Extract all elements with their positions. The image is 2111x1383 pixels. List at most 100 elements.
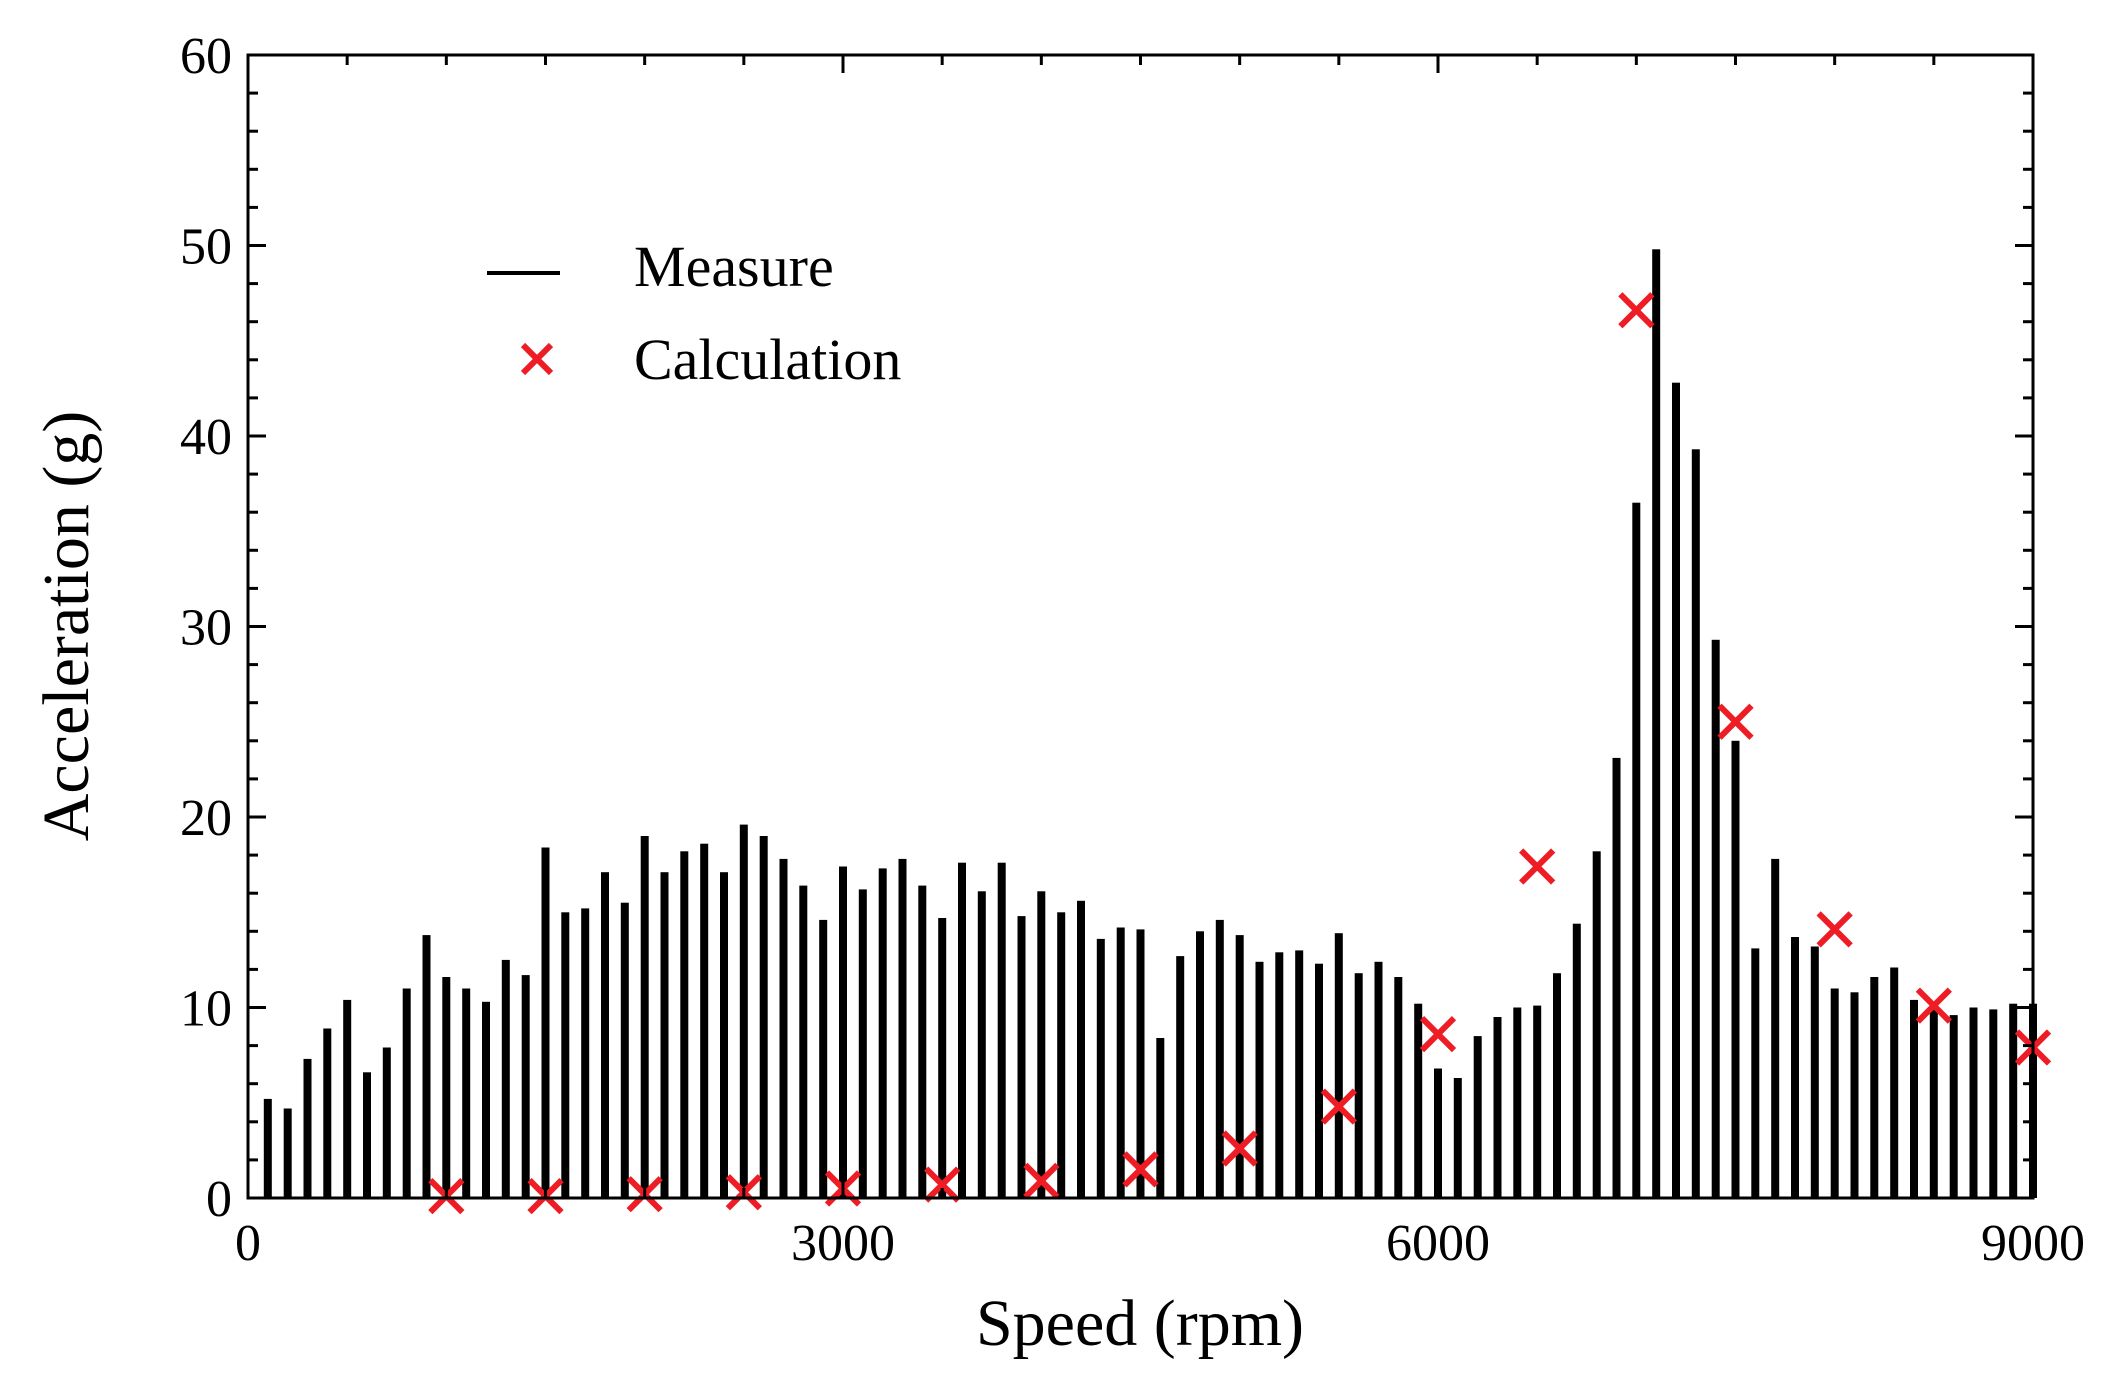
legend-calculation-label: Calculation [634,327,901,392]
y-axis-title: Acceleration (g) [30,411,103,842]
measure-bar [1235,935,1244,1198]
y-tick-label: 50 [180,219,232,276]
measure-bar [323,1028,332,1198]
measure-bar [442,977,451,1198]
measure-bar [1572,923,1581,1198]
measure-bar [1949,1015,1958,1198]
calculation-markers [428,292,2052,1215]
measure-bar [1890,967,1899,1198]
measure-bar [680,851,689,1198]
measure-bar [839,866,847,1198]
measure-bar [1156,1038,1165,1198]
measure-bar [382,1047,391,1198]
measure-bar [739,824,748,1198]
measure-bar [1533,1005,1542,1198]
measure-bar [1037,891,1046,1198]
measure-bar [1215,919,1224,1198]
axis-ticks [246,53,2035,1200]
measure-bar [1592,851,1601,1198]
measure-bar [422,935,431,1198]
measure-bar [482,1001,490,1198]
measure-bar [1017,916,1026,1198]
measure-bar [1553,973,1561,1198]
legend-calculation-swatch [520,342,554,376]
measure-bar [700,843,709,1198]
measure-bar [1315,963,1323,1198]
measure-bar [363,1072,371,1198]
measure-bar [1870,977,1879,1198]
measure-bar [2009,1003,2018,1198]
measure-bar [1791,937,1799,1198]
measure-bar [1612,757,1621,1198]
measure-bar [343,999,352,1198]
measure-bar [1969,1007,1978,1198]
measure-bar [1850,992,1859,1198]
x-tick-label: 3000 [791,1215,895,1272]
measure-bar [1196,931,1204,1198]
calculation-marker [1419,1016,1457,1053]
calculation-marker [1023,1162,1060,1199]
measure-bar [1771,858,1780,1198]
measure-bar [1077,900,1085,1198]
measure-bar [1434,1068,1442,1198]
measure-bar [1354,973,1363,1198]
measure-bar [759,836,768,1198]
measure-bar [858,889,867,1198]
tick-labels: 0 3000 6000 9000 0 10 20 30 40 50 60 [180,28,2085,1272]
measure-bar [1176,956,1185,1198]
measure-bar [1513,1007,1522,1198]
measure-bar [1929,1005,1938,1198]
measure-bar [977,891,986,1198]
measure-bar [640,836,649,1198]
measure-bar [1711,639,1720,1198]
y-tick-label: 0 [206,1171,232,1228]
measure-bar [918,885,927,1198]
measure-bar [303,1058,312,1198]
measure-bar [1910,999,1918,1198]
calculation-marker [1122,1151,1159,1188]
calculation-marker [924,1166,961,1203]
measure-bar [819,919,828,1198]
measure-bar [601,872,609,1198]
measure-bar [1295,950,1304,1198]
measure-bar [620,902,629,1198]
calculation-marker [1816,911,1853,948]
measure-bar [1394,977,1403,1198]
measure-bar [799,885,808,1198]
measure-bar [402,988,411,1198]
measure-bar [779,858,788,1198]
y-tick-label: 10 [180,981,232,1038]
measure-bar [1136,929,1145,1198]
measure-bar [1751,948,1760,1198]
legend-measure-label: Measure [634,234,834,299]
measure-bar [1116,927,1125,1198]
measure-bar [1096,938,1105,1198]
measure-bar [1473,1036,1482,1198]
measure-bar [1830,988,1839,1198]
measure-bar [1810,946,1819,1198]
measure-bar [263,1098,272,1198]
calculation-marker [1915,987,1952,1024]
y-tick-label: 60 [180,28,232,85]
measure-bar [541,847,550,1198]
measure-bar [283,1108,292,1198]
measure-bar [1652,249,1661,1199]
measure-bar [958,862,966,1198]
calculation-marker [1221,1130,1258,1167]
measure-bar [1334,933,1343,1198]
calculation-marker [1717,703,1754,740]
y-tick-label: 20 [180,790,232,847]
measure-bar [521,975,530,1198]
x-tick-label: 0 [235,1215,261,1272]
measure-bar [1374,961,1383,1198]
measure-bar [1255,961,1264,1198]
measure-bar [561,912,570,1199]
measure-bar [462,988,471,1198]
measure-bars [263,249,2037,1199]
measure-bar [1493,1017,1502,1198]
x-axis-title: Speed (rpm) [976,1287,1304,1360]
measure-bar [720,872,728,1198]
calculation-marker [1519,848,1556,885]
measure-bar [581,908,590,1198]
